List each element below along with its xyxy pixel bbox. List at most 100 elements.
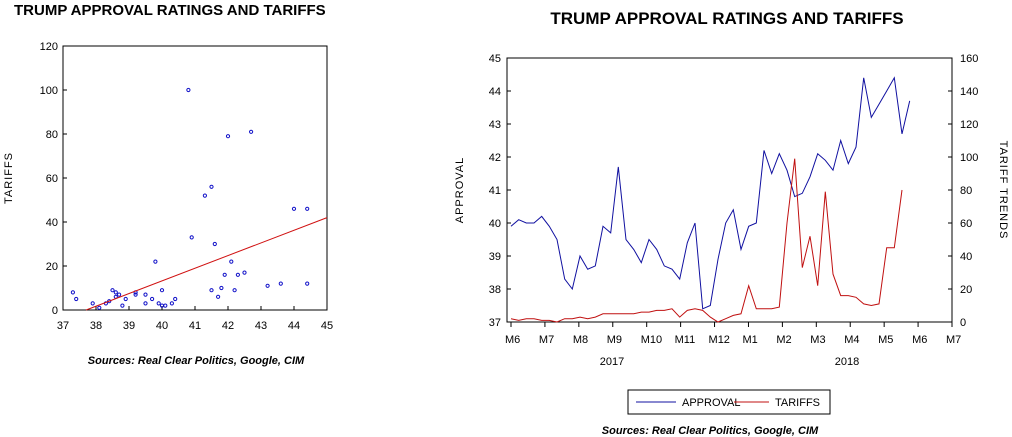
line-right-axis-label: TARIFF TRENDS xyxy=(997,141,1009,240)
scatter-point xyxy=(163,303,168,308)
scatter-point xyxy=(97,305,102,310)
line-year-label: 2018 xyxy=(835,356,859,368)
scatter-title: TRUMP APPROVAL RATINGS AND TARIFFS xyxy=(14,2,326,19)
scatter-plot-area xyxy=(62,45,328,311)
scatter-point xyxy=(225,134,231,139)
line-left-tick-label: 42 xyxy=(489,152,501,164)
scatter-point xyxy=(305,281,310,286)
line-x-tick-label: M1 xyxy=(742,334,757,346)
line-legend: APPROVAL TARIFFS xyxy=(627,389,831,415)
scatter-point xyxy=(291,206,297,211)
scatter-source-note: Sources: Real Clear Politics, Google, CI… xyxy=(88,355,305,367)
scatter-point xyxy=(120,303,125,308)
scatter-chart: TRUMP APPROVAL RATINGS AND TARIFFS TARIF… xyxy=(3,2,333,367)
scatter-point xyxy=(305,206,310,211)
scatter-x-tick-label: 45 xyxy=(321,320,333,332)
line-x-tick-label: M2 xyxy=(776,334,791,346)
line-plot-area xyxy=(506,57,953,323)
line-right-tick-label: 0 xyxy=(960,317,966,329)
scatter-point xyxy=(113,290,118,295)
line-right-tick-label: 160 xyxy=(960,53,978,65)
line-left-tick-label: 43 xyxy=(489,119,501,131)
scatter-point xyxy=(153,259,158,264)
scatter-x-tick-label: 39 xyxy=(123,320,135,332)
line-left-tick-label: 41 xyxy=(489,185,501,197)
scatter-y-tick-label: 20 xyxy=(46,261,58,273)
scatter-point xyxy=(173,296,178,302)
scatter-point xyxy=(189,235,194,240)
scatter-point xyxy=(235,272,240,277)
line-x-tick-label: M6 xyxy=(912,334,927,346)
scatter-point xyxy=(74,296,79,302)
line-right-tick-label: 20 xyxy=(960,284,972,296)
line-x-tick-label: M5 xyxy=(878,334,893,346)
scatter-x-tick-label: 38 xyxy=(90,320,102,332)
scatter-point xyxy=(202,193,207,198)
line-left-axis-label: APPROVAL xyxy=(454,157,466,224)
line-x-tick-label: M10 xyxy=(641,334,662,346)
scatter-point xyxy=(156,301,161,306)
scatter-point xyxy=(123,296,128,302)
scatter-point xyxy=(90,301,95,306)
scatter-point xyxy=(143,301,148,306)
scatter-point xyxy=(110,288,115,293)
scatter-y-tick-label: 60 xyxy=(46,173,58,185)
scatter-y-tick-label: 40 xyxy=(46,217,58,229)
legend-label-approval: APPROVAL xyxy=(682,397,741,409)
line-x-tick-label: M7 xyxy=(539,334,554,346)
line-left-tick-label: 39 xyxy=(489,251,501,263)
scatter-x-tick-label: 37 xyxy=(57,320,69,332)
scatter-x-tick-label: 44 xyxy=(288,320,300,332)
line-x-tick-label: M12 xyxy=(709,334,730,346)
scatter-y-tick-label: 80 xyxy=(46,129,58,141)
scatter-point xyxy=(219,285,224,291)
scatter-point xyxy=(242,270,247,275)
line-x-tick-label: M7 xyxy=(946,334,961,346)
line-title: TRUMP APPROVAL RATINGS AND TARIFFS xyxy=(550,9,903,28)
approval-series-line xyxy=(510,76,911,310)
scatter-point xyxy=(216,294,221,299)
scatter-point xyxy=(133,292,138,297)
line-right-tick-label: 120 xyxy=(960,119,978,131)
scatter-point xyxy=(150,296,155,302)
scatter-point xyxy=(117,292,122,297)
line-x-tick-label: M11 xyxy=(675,334,696,346)
scatter-x-tick-label: 42 xyxy=(222,320,234,332)
scatter-x-tick-label: 41 xyxy=(189,320,201,332)
scatter-point xyxy=(265,283,270,288)
line-left-tick-label: 37 xyxy=(489,317,501,329)
scatter-point xyxy=(186,87,191,93)
line-source-note: Sources: Real Clear Politics, Google, CI… xyxy=(602,425,819,437)
line-x-tick-label: M4 xyxy=(844,334,859,346)
scatter-point xyxy=(169,301,174,306)
scatter-point xyxy=(70,290,76,295)
scatter-point xyxy=(232,288,237,293)
line-left-tick-label: 44 xyxy=(489,86,501,98)
scatter-point xyxy=(212,241,217,247)
scatter-regression-line xyxy=(85,217,328,311)
line-x-tick-label: M3 xyxy=(810,334,825,346)
line-right-tick-label: 80 xyxy=(960,185,972,197)
scatter-point xyxy=(209,184,214,189)
line-left-tick-label: 45 xyxy=(489,53,501,65)
line-right-tick-label: 100 xyxy=(960,152,978,164)
legend-label-tariffs: TARIFFS xyxy=(775,397,820,409)
line-right-tick-label: 140 xyxy=(960,86,978,98)
line-left-tick-label: 38 xyxy=(489,284,501,296)
scatter-point xyxy=(209,288,214,293)
line-x-tick-label: M9 xyxy=(607,334,622,346)
scatter-x-tick-label: 40 xyxy=(156,320,168,332)
line-right-tick-label: 40 xyxy=(960,251,972,263)
tariffs-series-line xyxy=(510,158,903,323)
scatter-point xyxy=(222,272,227,277)
scatter-y-tick-label: 120 xyxy=(40,41,58,53)
line-chart: TRUMP APPROVAL RATINGS AND TARIFFS APPRO… xyxy=(454,9,1009,437)
line-right-tick-label: 60 xyxy=(960,218,972,230)
line-x-tick-label: M8 xyxy=(573,334,588,346)
scatter-point xyxy=(159,288,165,293)
scatter-point xyxy=(143,292,148,297)
line-left-tick-label: 40 xyxy=(489,218,501,230)
line-x-tick-label: M6 xyxy=(505,334,520,346)
scatter-y-tick-label: 100 xyxy=(40,85,58,97)
